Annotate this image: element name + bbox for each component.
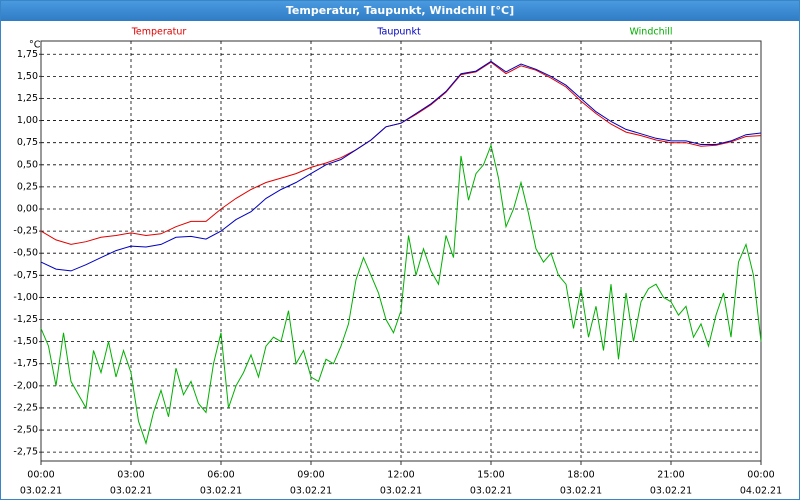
legend-entry: Taupunkt (376, 27, 421, 38)
y-tick-label: 1,00 (17, 115, 38, 126)
legend-entry: Temperatur (131, 27, 187, 38)
y-unit: °C (29, 40, 41, 51)
series-line (40, 143, 762, 446)
y-tick-label: 0,75 (17, 137, 38, 148)
x-tick-date: 03.02.21 (110, 486, 152, 497)
x-tick-date: 03.02.21 (20, 486, 62, 497)
x-tick-label: 18:00 (567, 470, 594, 481)
y-tick-label: 1,25 (17, 93, 38, 104)
y-tick-label: -1,00 (13, 292, 38, 303)
series-line (40, 60, 762, 272)
x-tick-label: 09:00 (297, 470, 324, 481)
x-tick-date: 04.02.21 (740, 486, 782, 497)
x-tick-date: 03.02.21 (200, 486, 242, 497)
x-tick-date: 03.02.21 (650, 486, 692, 497)
legend-entry: Windchill (629, 27, 672, 38)
x-tick-label: 00:00 (27, 470, 54, 481)
y-tick-label: -1,25 (13, 314, 38, 325)
y-tick-label: 1,50 (17, 71, 38, 82)
y-tick-label: -0,50 (13, 248, 38, 259)
y-tick-label: -2,50 (13, 425, 38, 436)
y-tick-label: -2,75 (13, 447, 38, 458)
x-tick-label: 00:00 (747, 470, 774, 481)
x-tick-label: 06:00 (207, 470, 234, 481)
x-tick-label: 15:00 (477, 470, 504, 481)
x-tick-date: 03.02.21 (380, 486, 422, 497)
y-tick-label: 0,50 (17, 159, 38, 170)
x-tick-label: 21:00 (657, 470, 684, 481)
y-tick-label: -2,00 (13, 380, 38, 391)
y-tick-label: -0,75 (13, 270, 38, 281)
x-tick-label: 12:00 (387, 470, 414, 481)
x-tick-date: 03.02.21 (560, 486, 602, 497)
y-tick-label: -2,25 (13, 402, 38, 413)
y-tick-label: 0,25 (17, 181, 38, 192)
y-tick-label: 0,00 (17, 204, 38, 215)
chart: °C 1,75 1,50 1,25 1,00 0,75 0,50 0,25 0,00 -0,25… (13, 27, 782, 497)
y-tick-label: -1,75 (13, 358, 38, 369)
x-tick-date: 03.02.21 (290, 486, 332, 497)
title-bar: Temperatur, Taupunkt, Windchill [°C] (1, 1, 799, 21)
x-tick-label: 03:00 (117, 470, 144, 481)
y-tick-label: 1,75 (17, 49, 38, 60)
y-tick-label: -0,25 (13, 226, 38, 237)
y-tick-label: -1,50 (13, 336, 38, 347)
x-tick-date: 03.02.21 (470, 486, 512, 497)
